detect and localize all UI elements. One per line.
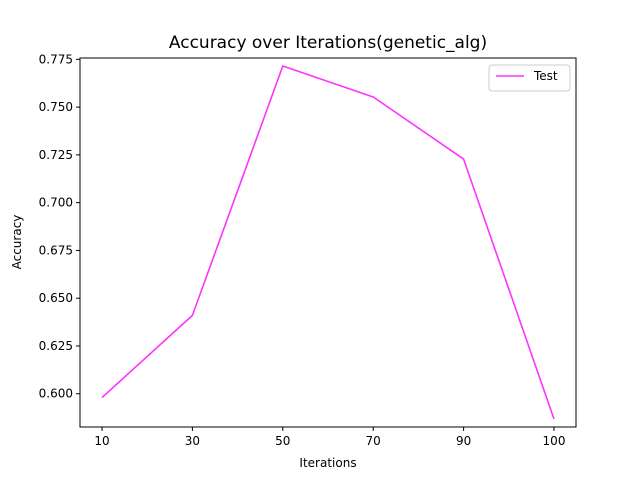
y-tick-label: 0.625 (39, 339, 73, 353)
x-axis-label: Iterations (299, 456, 356, 470)
x-tick-label: 10 (94, 434, 109, 448)
series-layer (101, 65, 555, 420)
x-tick-label: 50 (275, 434, 290, 448)
x-tick-label: 70 (366, 434, 381, 448)
x-tick-label: 30 (185, 434, 200, 448)
y-axis-label: Accuracy (10, 215, 24, 270)
y-tick-label: 0.750 (39, 100, 73, 114)
y-tick-label: 0.650 (39, 291, 73, 305)
x-axis: 10 30 50 70 90 100 (94, 427, 565, 448)
y-tick-label: 0.700 (39, 196, 73, 210)
y-tick-label: 0.675 (39, 243, 73, 257)
x-tick-label: 100 (543, 434, 566, 448)
plot-area (80, 58, 576, 427)
series-line-test (101, 65, 555, 420)
y-tick-label: 0.775 (39, 52, 73, 66)
legend-label-test: Test (533, 69, 558, 83)
legend: Test (488, 64, 571, 92)
y-axis: 0.600 0.625 0.650 0.675 0.700 0.725 0.750 0.775 (39, 52, 80, 401)
legend-box (488, 64, 571, 92)
x-tick-label: 90 (456, 434, 471, 448)
chart-title: Accuracy over Iterations(genetic_alg) (169, 33, 487, 53)
plot-frame (79, 57, 577, 428)
y-tick-label: 0.725 (39, 148, 73, 162)
y-tick-label: 0.600 (39, 387, 73, 401)
